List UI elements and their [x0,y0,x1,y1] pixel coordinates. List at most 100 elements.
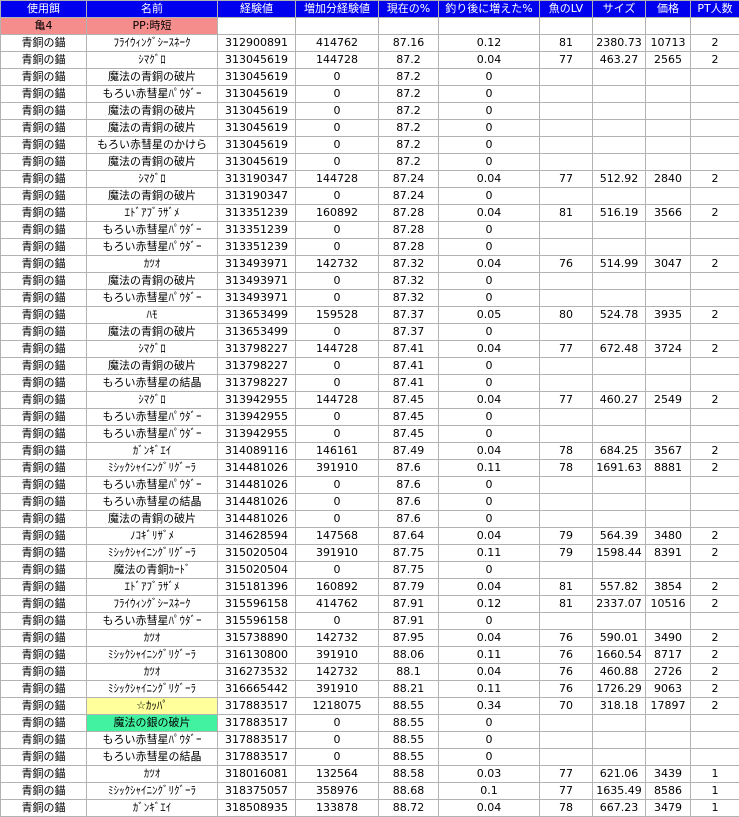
cell-lv[interactable]: 76 [539,646,593,664]
cell-cur[interactable]: 87.6 [378,476,439,494]
cell-bait[interactable]: 青銅の錨 [0,221,87,239]
cell-inc[interactable]: 0.03 [438,765,540,783]
cell-cur[interactable]: 87.45 [378,391,439,409]
cell-size[interactable]: 2380.73 [592,34,646,52]
cell-gain[interactable]: 391910 [295,544,379,562]
cell-gain[interactable]: 0 [295,119,379,137]
cell-empty[interactable] [539,17,593,35]
pp-bait-cell[interactable]: 亀4 [0,17,87,35]
cell-empty[interactable] [217,17,296,35]
cell-price[interactable] [645,272,691,290]
cell-cur[interactable]: 87.32 [378,272,439,290]
cell-gain[interactable]: 147568 [295,527,379,545]
cell-exp[interactable]: 313045619 [217,51,296,69]
cell-lv[interactable]: 77 [539,51,593,69]
cell-name[interactable]: ｶﾂｵ [86,765,218,783]
cell-bait[interactable]: 青銅の錨 [0,289,87,307]
cell-price[interactable]: 10713 [645,34,691,52]
cell-name[interactable]: ﾌﾗｲｳｨﾝｸﾞｼｰｽﾈｰｸ [86,595,218,613]
cell-size[interactable]: 512.92 [592,170,646,188]
cell-cur[interactable]: 87.41 [378,374,439,392]
cell-price[interactable]: 3935 [645,306,691,324]
cell-gain[interactable]: 0 [295,238,379,256]
cell-gain[interactable]: 0 [295,357,379,375]
cell-gain[interactable]: 0 [295,612,379,630]
cell-size[interactable] [592,493,646,511]
cell-bait[interactable]: 青銅の錨 [0,68,87,86]
cell-inc[interactable]: 0.04 [438,204,540,222]
cell-size[interactable] [592,748,646,766]
cell-lv[interactable]: 76 [539,629,593,647]
cell-gain[interactable]: 414762 [295,34,379,52]
cell-exp[interactable]: 315738890 [217,629,296,647]
cell-name[interactable]: ﾐｼｯｸｼｬｲﾆﾝｸﾞﾘｸﾞｰﾗ [86,646,218,664]
cell-pt[interactable] [690,238,739,256]
cell-size[interactable] [592,85,646,103]
cell-bait[interactable]: 青銅の錨 [0,442,87,460]
cell-cur[interactable]: 88.21 [378,680,439,698]
cell-lv[interactable]: 81 [539,204,593,222]
cell-lv[interactable]: 77 [539,391,593,409]
cell-pt[interactable] [690,153,739,171]
header-bait[interactable]: 使用餌 [0,0,87,18]
cell-size[interactable] [592,374,646,392]
cell-gain[interactable]: 133878 [295,799,379,817]
cell-gain[interactable]: 0 [295,510,379,528]
cell-price[interactable]: 9063 [645,680,691,698]
cell-exp[interactable]: 313190347 [217,170,296,188]
cell-price[interactable]: 3480 [645,527,691,545]
cell-price[interactable]: 3479 [645,799,691,817]
cell-price[interactable] [645,357,691,375]
cell-exp[interactable]: 317883517 [217,714,296,732]
cell-exp[interactable]: 317883517 [217,731,296,749]
cell-cur[interactable]: 87.41 [378,357,439,375]
cell-name[interactable]: 魔法の青銅の破片 [86,119,218,137]
cell-bait[interactable]: 青銅の錨 [0,238,87,256]
cell-cur[interactable]: 87.45 [378,408,439,426]
cell-gain[interactable]: 0 [295,408,379,426]
cell-inc[interactable]: 0.04 [438,527,540,545]
cell-gain[interactable]: 391910 [295,646,379,664]
cell-name[interactable]: 魔法の青銅の破片 [86,153,218,171]
cell-cur[interactable]: 87.79 [378,578,439,596]
cell-price[interactable]: 3566 [645,204,691,222]
cell-bait[interactable]: 青銅の錨 [0,680,87,698]
cell-gain[interactable]: 160892 [295,578,379,596]
cell-pt[interactable] [690,272,739,290]
cell-price[interactable] [645,714,691,732]
cell-lv[interactable]: 80 [539,306,593,324]
cell-size[interactable] [592,153,646,171]
cell-size[interactable]: 1660.54 [592,646,646,664]
cell-exp[interactable]: 315020504 [217,561,296,579]
cell-pt[interactable]: 1 [690,782,739,800]
cell-cur[interactable]: 87.2 [378,153,439,171]
cell-price[interactable] [645,68,691,86]
cell-cur[interactable]: 88.58 [378,765,439,783]
cell-exp[interactable]: 313798227 [217,374,296,392]
cell-exp[interactable]: 313493971 [217,255,296,273]
cell-inc[interactable]: 0 [438,476,540,494]
cell-name[interactable]: ｶﾂｵ [86,255,218,273]
cell-exp[interactable]: 313493971 [217,289,296,307]
cell-gain[interactable]: 0 [295,374,379,392]
cell-inc[interactable]: 0 [438,612,540,630]
cell-bait[interactable]: 青銅の錨 [0,34,87,52]
cell-name[interactable]: もろい赤彗星の結晶 [86,748,218,766]
cell-lv[interactable]: 79 [539,544,593,562]
cell-price[interactable]: 3724 [645,340,691,358]
cell-inc[interactable]: 0 [438,510,540,528]
cell-lv[interactable] [539,731,593,749]
cell-price[interactable] [645,85,691,103]
cell-gain[interactable]: 159528 [295,306,379,324]
cell-cur[interactable]: 87.2 [378,102,439,120]
cell-name[interactable]: 魔法の青銅の破片 [86,323,218,341]
cell-empty[interactable] [645,17,691,35]
cell-cur[interactable]: 87.75 [378,561,439,579]
cell-bait[interactable]: 青銅の錨 [0,646,87,664]
cell-bait[interactable]: 青銅の錨 [0,102,87,120]
cell-pt[interactable]: 2 [690,646,739,664]
cell-pt[interactable] [690,493,739,511]
cell-name[interactable]: もろい赤彗星ﾊﾟｳﾀﾞｰ [86,408,218,426]
cell-exp[interactable]: 314089116 [217,442,296,460]
cell-pt[interactable]: 2 [690,255,739,273]
